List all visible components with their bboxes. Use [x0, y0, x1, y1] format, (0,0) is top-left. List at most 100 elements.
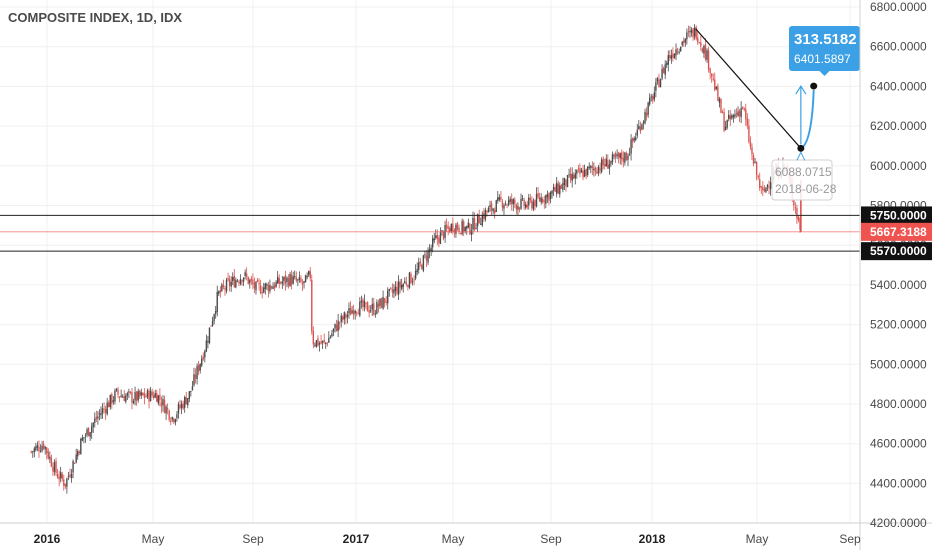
candle-body — [602, 158, 604, 166]
candle-body — [103, 408, 105, 410]
candle-body — [321, 340, 324, 343]
candle-body — [117, 389, 119, 395]
candle-body — [447, 226, 449, 229]
candle-body — [796, 208, 798, 219]
candle-body — [562, 183, 564, 190]
projection-curve[interactable] — [800, 90, 815, 150]
price-badges: 5750.0000 5570.0000 5667.3188 — [861, 206, 932, 261]
candle-body — [312, 331, 315, 345]
candle-body — [90, 426, 93, 433]
candle-body — [759, 179, 761, 189]
trendline[interactable] — [695, 28, 802, 149]
candle-body — [669, 55, 671, 59]
candle-body — [385, 301, 387, 303]
candle-body — [131, 392, 133, 403]
candle-body — [44, 446, 46, 450]
candle-body — [599, 168, 601, 171]
candle-body — [517, 206, 519, 210]
candle-body — [689, 30, 691, 33]
candle-body — [486, 210, 488, 213]
price-axis[interactable]: 6800.0000 6600.0000 6400.0000 6200.0000 6000… — [870, 0, 927, 530]
candle-body — [633, 138, 635, 141]
candle-body — [690, 30, 693, 33]
candle-body — [540, 197, 542, 203]
candle-body — [560, 185, 563, 189]
candle-body — [306, 275, 308, 278]
candle-body — [526, 204, 528, 208]
candle-body — [221, 284, 223, 291]
candle-body — [58, 476, 60, 480]
candle-body — [368, 310, 370, 313]
candle-body — [343, 312, 346, 320]
x-tick-label: May — [442, 532, 465, 546]
candle-body — [653, 92, 656, 100]
candle-body — [354, 311, 356, 314]
candle-body — [165, 406, 167, 414]
candle-body — [125, 395, 127, 402]
candle-body — [66, 478, 68, 487]
projection-start-point[interactable] — [797, 144, 805, 152]
candle-body — [345, 314, 347, 319]
candle-body — [300, 278, 302, 282]
candle-body — [290, 274, 293, 285]
candle-body — [493, 210, 496, 214]
candle-body — [645, 112, 648, 117]
candle-body — [351, 310, 353, 314]
candle-body — [638, 125, 640, 130]
candle-body — [551, 190, 553, 194]
projection-end-point[interactable] — [810, 82, 818, 90]
candle-body — [754, 162, 756, 164]
candle-body — [191, 386, 194, 391]
candle-body — [39, 450, 42, 452]
candle-body — [407, 285, 409, 287]
level-badge: 5570.0000 — [870, 244, 927, 258]
candle-body — [414, 271, 417, 279]
candle-body — [388, 288, 390, 291]
candle-body — [720, 99, 722, 113]
candle-body — [619, 153, 621, 159]
candle-body — [56, 473, 59, 478]
candle-body — [287, 278, 290, 287]
candle-body — [542, 199, 544, 203]
candle-body — [264, 283, 266, 289]
candle-body — [435, 235, 437, 239]
candle-body — [359, 301, 361, 316]
candle-body — [394, 286, 397, 291]
candle-body — [706, 50, 708, 60]
candle-body — [667, 55, 669, 65]
candle-body — [636, 129, 638, 136]
candle-body — [588, 166, 590, 168]
candle-body — [132, 400, 135, 404]
candle-body — [377, 303, 380, 307]
grid — [0, 0, 860, 524]
candle-body — [476, 213, 479, 227]
candle-body — [121, 396, 124, 398]
ghost-date: 2018-06-28 — [775, 182, 837, 196]
candle-body — [613, 155, 615, 157]
candle-body — [33, 448, 36, 452]
candle-body — [371, 304, 373, 310]
candle-body — [157, 395, 160, 404]
candle-body — [255, 281, 257, 291]
candle-body — [712, 78, 714, 80]
candle-body — [270, 286, 273, 289]
y-tick-label: 4400.0000 — [870, 476, 927, 490]
time-axis[interactable]: 2016 May Sep 2017 May Sep 2018 May Sep — [34, 532, 861, 546]
candle-body — [515, 204, 518, 210]
candle-body — [445, 224, 448, 229]
drawings: 6088.0715 2018-06-28 313.5182 6401.5897 — [695, 26, 860, 201]
candle-body — [470, 230, 473, 235]
candle-body — [219, 290, 222, 293]
candle-body — [624, 152, 626, 163]
candle-body — [356, 312, 358, 314]
y-tick-label: 6000.0000 — [870, 159, 927, 173]
candle-body — [480, 223, 482, 225]
candle-body — [501, 201, 504, 208]
candle-body — [576, 170, 578, 174]
projection-change: 313.5182 — [794, 31, 857, 48]
candle-body — [49, 456, 51, 459]
candle-body — [98, 413, 101, 415]
candle-body — [692, 28, 694, 38]
candle-body — [87, 427, 90, 436]
